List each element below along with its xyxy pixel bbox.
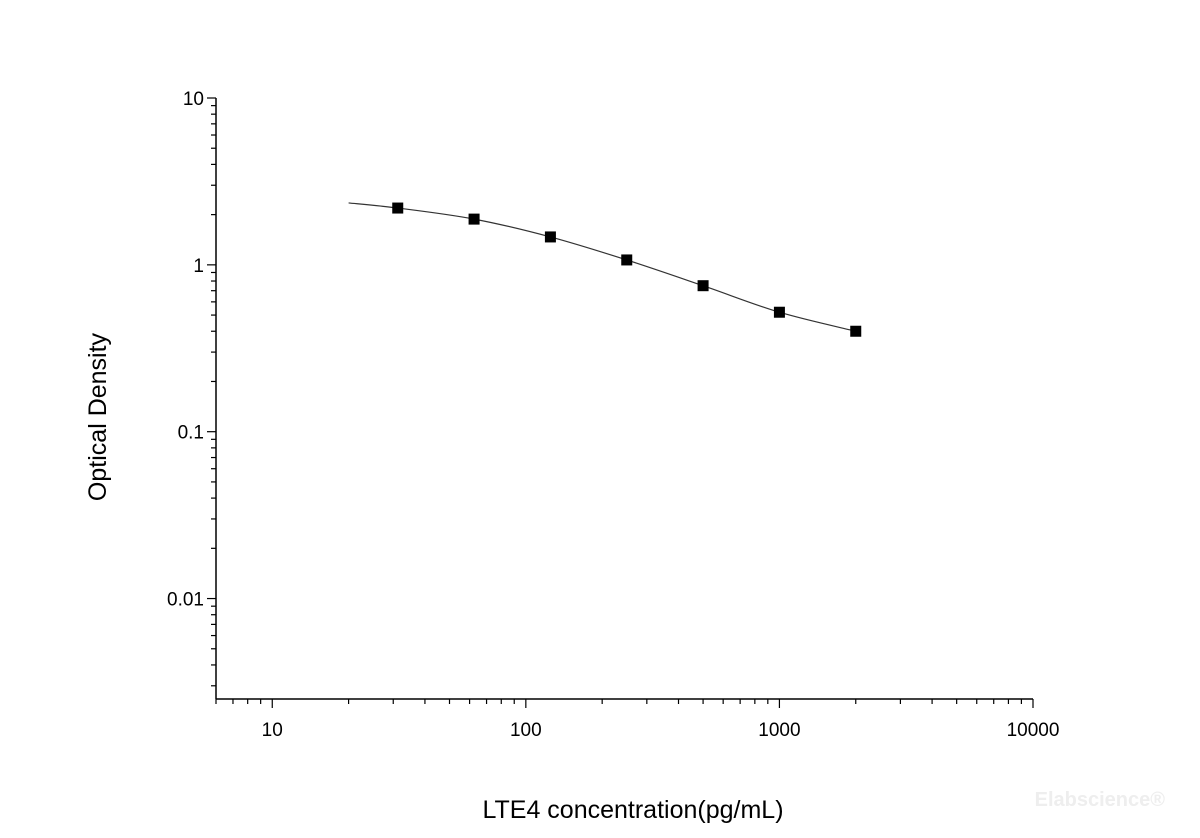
y-tick-label: 10 <box>183 89 204 110</box>
watermark: Elabscience® <box>1035 789 1166 811</box>
x-tick-label: 1000 <box>758 720 800 741</box>
y-tick-label: 0.01 <box>167 590 204 611</box>
x-tick-label: 100 <box>510 720 542 741</box>
x-ticks: 10 100 1000 10000 <box>215 699 1060 741</box>
y-axis-title: Optical Density <box>84 332 112 501</box>
y-ticks: 10 1 0.1 0.01 <box>167 89 216 687</box>
data-point <box>392 202 404 214</box>
y-tick-label: 1 <box>193 256 204 277</box>
data-point <box>621 254 633 266</box>
data-point <box>697 280 709 292</box>
fit-curve <box>348 202 856 332</box>
axes <box>215 98 1033 700</box>
data-point <box>773 306 785 318</box>
data-point <box>850 325 862 337</box>
y-tick-label: 0.1 <box>178 423 204 444</box>
x-axis-title: LTE4 concentration(pg/mL) <box>482 796 783 824</box>
x-tick-label: 10 <box>262 720 283 741</box>
data-points <box>392 202 862 337</box>
x-tick-label: 10000 <box>1007 720 1060 741</box>
data-point <box>468 213 480 225</box>
data-point <box>544 231 556 243</box>
